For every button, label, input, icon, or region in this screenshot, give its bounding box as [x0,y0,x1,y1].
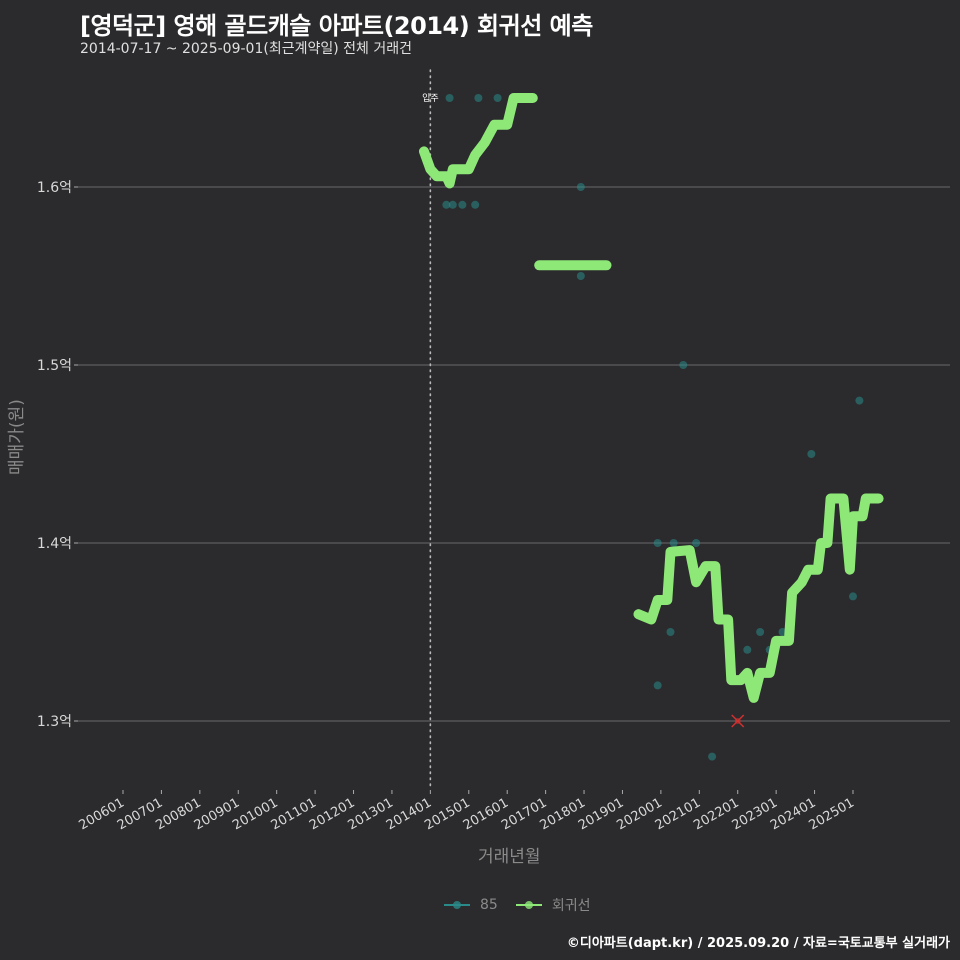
scatter-point [855,396,864,405]
scatter-point [493,94,502,102]
scatter-point [848,592,857,601]
scatter-point [653,539,662,547]
move-in-label: 입주 [422,92,439,104]
scatter-point [576,272,585,280]
legend-item-regression[interactable]: 회귀선 [515,895,591,915]
scatter-point [669,539,678,547]
y-axis-title: 매매가(원) [7,399,27,475]
y-axis-ticks: 1.3억 1.4억 1.5억 1.6억 [37,180,78,730]
legend-label-regression: 회귀선 [551,898,591,914]
regression-segment [633,493,884,703]
outlier-x-icon [731,714,745,728]
scatter-point [708,752,717,761]
scatter-point [807,450,816,458]
gridlines [78,186,950,722]
legend-key-regression-icon [515,899,542,911]
scatter-point [445,94,454,102]
move-in-line: 입주 [422,69,439,791]
outlier-marker [731,714,745,728]
scatter-point [576,183,585,191]
legend-key-85-icon [444,899,470,911]
scatter-point [756,628,765,636]
legend-label-85: 85 [480,897,498,913]
y-tick-label: 1.4억 [37,536,72,552]
x-axis-ticks: 2006012007012008012009012010012011012012… [77,790,857,833]
scatter-point [442,200,451,209]
scatter-point [666,628,675,636]
y-tick-label: 1.6억 [37,180,72,196]
x-axis-title: 거래년월 [478,847,541,867]
scatter-point [458,200,467,209]
scatter-point [653,681,662,690]
y-tick-label: 1.3억 [37,714,72,730]
scatter-point [474,94,483,102]
chart-title: [영덕군] 영해 골드캐슬 아파트(2014) 회귀선 예측 [80,12,593,40]
regression-line [419,93,884,703]
chart-subtitle: 2014-07-17 ~ 2025-09-01(최근계약일) 전체 거래건 [80,41,412,57]
scatter-point [471,200,480,209]
scatter-point [743,645,752,654]
regression-segment [419,93,538,189]
scatter-series-85 [442,94,864,761]
scatter-point [448,200,457,209]
legend: 85 회귀선 [444,895,590,915]
source-caption: ©디아파트(dapt.kr) / 2025.09.20 / 자료=국토교통부 실… [566,936,950,951]
scatter-point [679,361,688,369]
legend-item-85[interactable]: 85 [444,897,498,913]
scatter-point [692,539,701,547]
y-tick-label: 1.5억 [37,358,72,374]
